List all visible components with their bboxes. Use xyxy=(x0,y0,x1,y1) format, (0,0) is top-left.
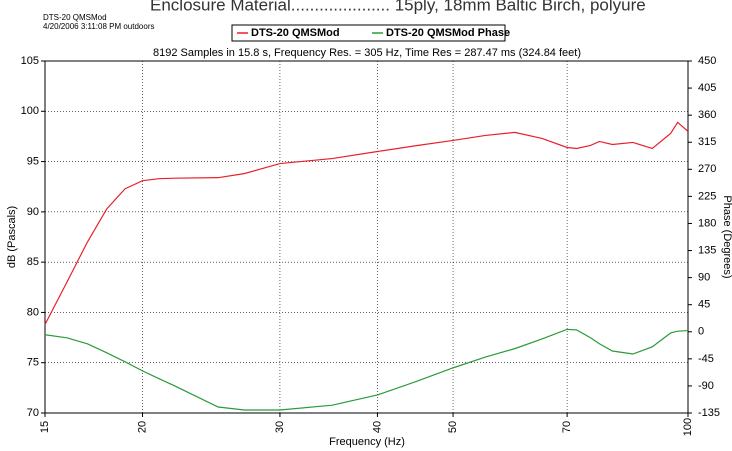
y2-tick-label: 45 xyxy=(698,299,710,311)
data-line xyxy=(44,121,689,325)
x-tick-label: 20 xyxy=(136,421,148,433)
chart-title: 8192 Samples in 15.8 s, Frequency Res. =… xyxy=(153,47,581,59)
y-tick-label: 105 xyxy=(21,55,39,67)
y-tick-label: 100 xyxy=(21,105,39,117)
x-axis-label: Frequency (Hz) xyxy=(329,436,405,448)
legend-label: DTS-20 QMSMod xyxy=(251,27,340,39)
data-line xyxy=(44,328,689,411)
chart-date: 4/20/2006 3:11:08 PM outdoors xyxy=(43,22,155,31)
y-tick-label: 70 xyxy=(27,407,39,419)
x-tick-label: 30 xyxy=(274,421,286,433)
y2-tick-label: 135 xyxy=(698,244,716,256)
y2-tick-label: 90 xyxy=(698,272,710,284)
x-tick-label: 40 xyxy=(371,421,383,433)
y-tick-label: 75 xyxy=(27,357,39,369)
y2-tick-label: 315 xyxy=(698,136,716,148)
legend-box xyxy=(231,24,506,42)
y2-tick-label: -45 xyxy=(698,353,714,365)
y2-tick-label: 405 xyxy=(698,82,716,94)
y2-tick-label: -135 xyxy=(698,407,720,419)
x-tick-label: 100 xyxy=(682,418,694,436)
x-tick-label: 70 xyxy=(561,421,573,433)
y2-tick-label: 180 xyxy=(698,217,716,229)
legend-label: DTS-20 QMSMod Phase xyxy=(386,27,510,39)
x-tick-label: 50 xyxy=(447,421,459,433)
y-tick-label: 80 xyxy=(27,306,39,318)
x-tick-label: 15 xyxy=(39,421,51,433)
y2-tick-label: 0 xyxy=(698,326,704,338)
y2-tick-label: 360 xyxy=(698,109,716,121)
y2-tick-label: -90 xyxy=(698,380,714,392)
y2-tick-label: 225 xyxy=(698,190,716,202)
y2-tick-label: 450 xyxy=(698,55,716,67)
plot-frame xyxy=(44,60,689,414)
y-axis-label: dB (Pascals) xyxy=(6,206,18,268)
y2-tick-label: 270 xyxy=(698,163,716,175)
y-tick-label: 90 xyxy=(27,206,39,218)
y-tick-label: 95 xyxy=(27,155,39,167)
y-tick-label: 85 xyxy=(27,256,39,268)
y2-axis-label: Phase (Degrees) xyxy=(721,195,732,278)
chart-name: DTS-20 QMSMod xyxy=(43,13,107,22)
banner: Enclosure Material..................... … xyxy=(150,0,646,14)
